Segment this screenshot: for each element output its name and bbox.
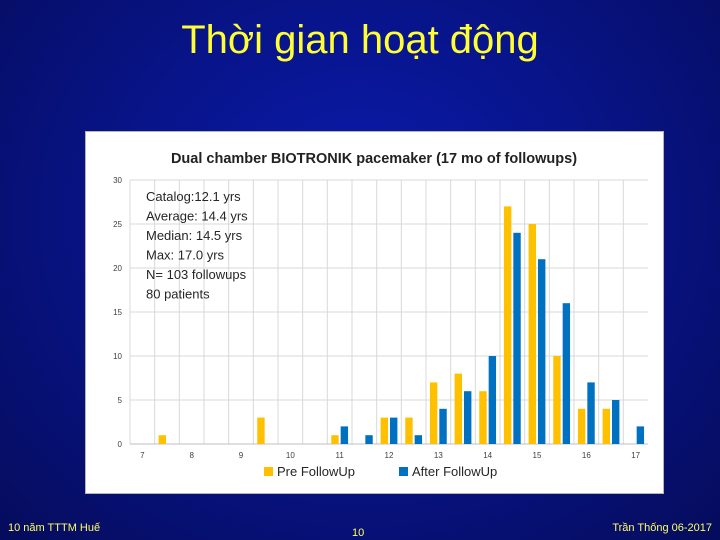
legend-swatch bbox=[264, 467, 273, 476]
footer-left: 10 năm TTTM Huế bbox=[8, 522, 101, 534]
bar-pre-followup bbox=[528, 224, 536, 444]
x-axis: 7 8 9 10 11 12 13 14 15 16 17 bbox=[140, 451, 641, 460]
bar-pre-followup bbox=[454, 373, 462, 444]
bar-pre-followup bbox=[380, 417, 388, 444]
bar-pre-followup bbox=[577, 408, 586, 444]
x-tick-label: 9 bbox=[239, 451, 244, 460]
x-tick-label: 13 bbox=[434, 451, 443, 460]
x-tick-label: 15 bbox=[533, 451, 542, 460]
x-tick-label: 16 bbox=[582, 451, 591, 460]
x-tick-label: 11 bbox=[336, 451, 345, 460]
annotation-line: Max: 17.0 yrs bbox=[146, 248, 225, 263]
y-tick-label: 25 bbox=[113, 220, 122, 229]
bar-after-followup bbox=[513, 232, 521, 444]
stats-annotation: Catalog:12.1 yrs Average: 14.4 yrs Median:… bbox=[146, 189, 248, 302]
bar-pre-followup bbox=[257, 417, 265, 444]
chart-panel: Dual chamber BIOTRONIK pacemaker (17 mo … bbox=[85, 131, 664, 494]
bar-pre-followup bbox=[479, 391, 487, 444]
annotation-line: 80 patients bbox=[146, 287, 210, 302]
bar-after-followup bbox=[414, 435, 423, 444]
bar-after-followup bbox=[488, 356, 497, 444]
bar-pre-followup bbox=[429, 382, 438, 444]
chart-title: Dual chamber BIOTRONIK pacemaker (17 mo … bbox=[171, 151, 577, 167]
bar-after-followup bbox=[587, 382, 595, 444]
y-tick-label: 30 bbox=[113, 176, 122, 185]
y-axis: 0 5 10 15 20 25 30 bbox=[113, 176, 122, 449]
bar-pre-followup bbox=[158, 435, 166, 444]
annotation-line: Average: 14.4 yrs bbox=[146, 209, 248, 224]
x-tick-label: 8 bbox=[189, 451, 194, 460]
x-tick-label: 10 bbox=[286, 451, 295, 460]
grid bbox=[129, 179, 648, 445]
bar-after-followup bbox=[464, 391, 472, 444]
y-tick-label: 10 bbox=[113, 352, 122, 361]
bar-pre-followup bbox=[503, 206, 512, 444]
bar-after-followup bbox=[562, 303, 571, 444]
x-tick-label: 7 bbox=[140, 451, 145, 460]
slide-title: Thời gian hoạt động bbox=[181, 18, 539, 62]
y-tick-label: 0 bbox=[118, 440, 123, 449]
footer-right: Trần Thống 06-2017 bbox=[612, 522, 712, 534]
annotation-line: Catalog:12.1 yrs bbox=[146, 189, 241, 204]
bar-after-followup bbox=[538, 259, 546, 444]
annotation-line: Median: 14.5 yrs bbox=[146, 228, 243, 243]
legend-label: After FollowUp bbox=[412, 464, 497, 479]
bar-chart: Dual chamber BIOTRONIK pacemaker (17 mo … bbox=[113, 151, 648, 479]
y-tick-label: 20 bbox=[113, 264, 122, 273]
bar-after-followup bbox=[340, 426, 349, 444]
bar-after-followup bbox=[439, 408, 447, 444]
bar-after-followup bbox=[636, 426, 645, 444]
bars bbox=[158, 206, 645, 444]
bar-pre-followup bbox=[331, 435, 339, 444]
y-tick-label: 5 bbox=[118, 396, 123, 405]
bar-pre-followup bbox=[405, 417, 413, 444]
bar-pre-followup bbox=[602, 408, 610, 444]
bar-after-followup bbox=[612, 400, 620, 444]
bar-after-followup bbox=[390, 417, 398, 444]
y-tick-label: 15 bbox=[113, 308, 122, 317]
x-tick-label: 12 bbox=[385, 451, 394, 460]
bar-pre-followup bbox=[553, 356, 561, 444]
bar-after-followup bbox=[365, 435, 373, 444]
legend: Pre FollowUp After FollowUp bbox=[264, 464, 497, 479]
annotation-line: N= 103 followups bbox=[146, 267, 247, 282]
legend-swatch bbox=[399, 467, 408, 476]
x-tick-label: 14 bbox=[483, 451, 492, 460]
legend-label: Pre FollowUp bbox=[277, 464, 355, 479]
page-number: 10 bbox=[352, 527, 365, 539]
x-tick-label: 17 bbox=[631, 451, 640, 460]
